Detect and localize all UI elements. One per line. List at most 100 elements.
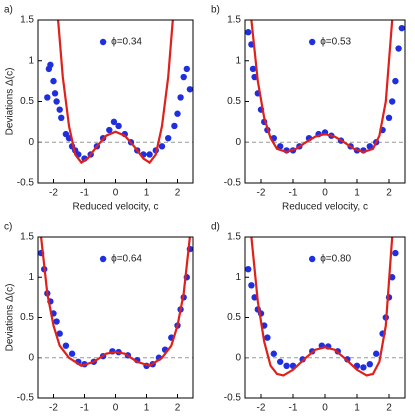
x-tick-label: 0 xyxy=(113,403,119,414)
panel: b) Reduced velocity, c -0.5 0 0.5 1 1.5 -2 -1 0 1 2… xyxy=(211,5,406,213)
data-point xyxy=(186,86,193,93)
x-tick-label: -1 xyxy=(289,188,298,199)
data-point xyxy=(245,266,252,273)
data-point xyxy=(248,282,255,289)
data-point xyxy=(53,98,60,105)
panel: d)Reduced velocity, c-0.500.511.5-2-1012… xyxy=(211,222,406,417)
y-tick-label: -0.5 xyxy=(224,178,242,189)
plot-frame xyxy=(37,19,194,184)
y-tick-label: 0 xyxy=(235,137,241,148)
x-tick-label: 1 xyxy=(354,403,360,414)
y-tick-label: 1.5 xyxy=(20,15,34,26)
data-point xyxy=(183,65,190,73)
legend-marker xyxy=(99,255,107,263)
data-point xyxy=(68,350,76,357)
data-point xyxy=(392,249,399,257)
y-tick-label: -0.5 xyxy=(17,393,35,404)
data-point xyxy=(146,151,153,158)
x-tick-label: -1 xyxy=(80,403,89,414)
x-axis-label: Reduced velocity, c xyxy=(282,202,368,213)
panel-label: b) xyxy=(211,5,220,16)
fit-curve xyxy=(250,20,394,154)
panel-label: a) xyxy=(4,5,13,16)
x-tick-label: 2 xyxy=(386,188,392,199)
panel-label: d) xyxy=(211,222,220,233)
y-axis-label: Deviations Δ(c) xyxy=(5,68,16,136)
legend-label: ϕ=0.64 xyxy=(111,254,142,265)
fit-curve xyxy=(40,237,191,368)
data-point xyxy=(283,362,290,369)
x-tick-label: 0 xyxy=(322,403,328,414)
x-tick-label: 2 xyxy=(175,403,181,414)
data-point xyxy=(277,358,284,365)
x-tick-label: -2 xyxy=(49,403,58,414)
data-point xyxy=(51,90,59,97)
plot-frame xyxy=(244,236,406,399)
data-point xyxy=(270,350,277,357)
data-point xyxy=(58,114,65,122)
data-point xyxy=(177,94,184,101)
data-point xyxy=(385,114,393,122)
legend-label: ϕ=0.80 xyxy=(320,254,351,265)
y-tick-label: 0 xyxy=(28,352,34,363)
legend-marker xyxy=(99,38,107,46)
y-tick-label: 1.5 xyxy=(227,15,241,26)
data-point xyxy=(264,334,271,341)
data-point xyxy=(392,77,399,85)
panel: c)Deviations Δ(c)Reduced velocity, c-0.5… xyxy=(4,222,194,417)
data-point xyxy=(174,110,181,117)
plot-frame xyxy=(37,236,194,399)
data-point xyxy=(395,45,402,52)
y-tick-label: 1 xyxy=(28,55,34,66)
data-point xyxy=(360,364,367,371)
data-point xyxy=(171,122,178,130)
y-tick-label: 0.5 xyxy=(227,96,241,107)
y-tick-label: 1.5 xyxy=(227,232,241,243)
data-point xyxy=(245,29,252,36)
data-point xyxy=(115,122,122,130)
y-tick-label: 0.5 xyxy=(20,312,34,323)
data-point xyxy=(44,94,51,101)
x-tick-label: 0 xyxy=(113,188,119,199)
x-tick-label: 1 xyxy=(144,403,150,414)
data-point xyxy=(398,24,405,32)
data-point xyxy=(110,118,118,126)
y-tick-label: 0 xyxy=(235,352,241,363)
data-point xyxy=(165,134,172,142)
x-axis-label: Reduced velocity, c xyxy=(73,202,159,213)
y-axis-label: Deviations Δ(c) xyxy=(5,284,16,352)
y-tick-label: 1 xyxy=(28,272,34,283)
x-tick-label: 1 xyxy=(144,188,150,199)
data-point xyxy=(249,65,257,73)
y-tick-label: 0.5 xyxy=(20,96,34,107)
legend-label: ϕ=0.53 xyxy=(320,37,351,48)
data-point xyxy=(50,77,57,85)
x-tick-label: 0 xyxy=(322,188,328,199)
data-point xyxy=(277,143,284,150)
legend-marker xyxy=(309,255,316,263)
data-point xyxy=(389,98,396,105)
data-point xyxy=(56,106,63,113)
y-tick-label: 1 xyxy=(235,272,241,283)
fit-curve xyxy=(250,237,394,377)
data-point xyxy=(158,143,166,150)
panel: a) Deviations Δ(c) Reduced velocity, c -0.5… xyxy=(4,5,194,213)
y-tick-label: 0 xyxy=(28,137,34,148)
data-point xyxy=(56,330,63,337)
x-tick-label: 2 xyxy=(386,403,392,414)
data-point xyxy=(106,126,113,134)
data-point xyxy=(53,318,60,325)
data-point xyxy=(389,274,396,281)
data-point xyxy=(47,61,54,69)
y-tick-label: -0.5 xyxy=(17,178,35,189)
data-point xyxy=(373,350,380,357)
data-point xyxy=(366,360,373,368)
legend-label: ϕ=0.34 xyxy=(111,37,142,48)
x-tick-label: -2 xyxy=(49,188,58,199)
data-point xyxy=(180,73,187,81)
x-tick-label: -1 xyxy=(289,403,298,414)
data-point xyxy=(366,143,373,150)
x-tick-label: 2 xyxy=(175,188,181,199)
legend-marker xyxy=(309,38,316,46)
